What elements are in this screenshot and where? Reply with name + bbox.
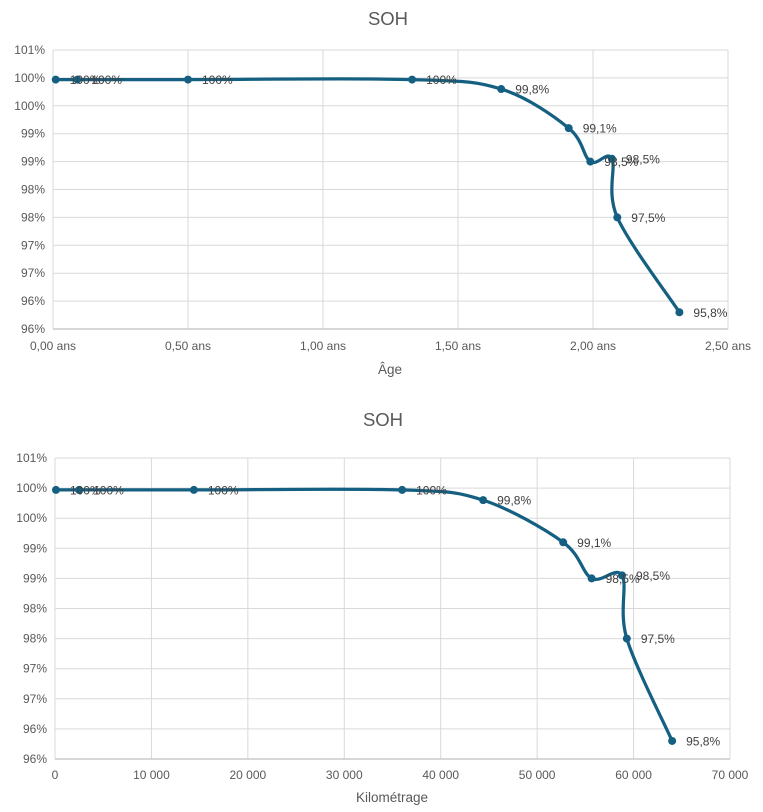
y-axis-tick-label: 97% [23,692,47,706]
data-point-marker[interactable] [675,308,684,317]
data-point-label: 100% [202,73,233,87]
data-point-marker[interactable] [607,154,616,163]
y-axis-tick-label: 99% [23,571,47,585]
data-point-marker[interactable] [564,124,573,133]
y-axis-tick-label: 99% [23,541,47,555]
y-axis-tick-label: 97% [21,266,45,280]
y-axis-tick-label: 96% [21,322,45,336]
x-axis-title: Âge [378,362,402,377]
data-point-marker[interactable] [668,736,677,745]
soh-km-chart: SOH 0 10 000 20 000 30 000 40 000 50 000 60 00… [0,398,763,812]
data-point-label: 98,5% [636,569,670,583]
y-axis-tick-label: 98% [23,632,47,646]
y-axis-tick-label: 98% [21,210,45,224]
data-point-marker[interactable] [587,574,596,583]
data-point-marker[interactable] [73,75,82,84]
data-point-marker[interactable] [189,485,198,494]
soh-age-plot-area: 0,00 ans 0,50 ans 1,00 ans 1,50 ans 2,00 ans… [14,43,751,353]
y-axis-tick-label: 99% [21,155,45,169]
chart-title: SOH [363,409,403,430]
data-point-marker[interactable] [559,538,568,547]
data-point-label: 100% [93,483,124,497]
data-point-marker[interactable] [184,75,192,84]
data-point-label: 100% [70,73,101,87]
chart-title: SOH [368,8,408,29]
data-point-marker[interactable] [398,485,407,494]
data-point-label: 100% [426,73,457,87]
y-axis-tick-label: 96% [21,294,45,308]
x-axis-tick-label: 1,00 ans [300,339,346,353]
x-axis-tick-label: 10 000 [133,768,170,782]
data-point-label: 99,1% [583,122,617,136]
y-axis-tick-label: 100% [16,511,47,525]
y-axis-tick-label: 98% [23,602,47,616]
y-axis-tick-label: 100% [14,99,45,113]
data-point-label: 100% [91,73,122,87]
x-axis-tick-label: 20 000 [230,768,267,782]
x-axis-tick-label: 50 000 [519,768,556,782]
data-point-marker[interactable] [75,485,84,494]
data-point-label: 98,5% [606,572,640,586]
x-axis-tick-label: 30 000 [326,768,363,782]
data-point-label: 97,5% [641,632,675,646]
data-point-marker[interactable] [497,85,506,94]
data-point-marker[interactable] [622,634,631,643]
x-axis-tick-label: 2,00 ans [570,339,616,353]
y-axis-tick-label: 97% [23,662,47,676]
data-point-marker[interactable] [613,213,622,222]
y-axis-tick-label: 100% [16,481,47,495]
x-axis-tick-label: 0,00 ans [30,339,76,353]
y-axis-tick-label: 99% [21,127,45,141]
x-axis-tick-label: 70 000 [712,768,749,782]
data-point-label: 99,8% [497,494,531,508]
soh-series-line[interactable] [54,487,674,743]
data-point-label: 99,8% [515,83,549,97]
x-axis-tick-label: 1,50 ans [435,339,481,353]
y-axis-tick-label: 101% [14,43,45,57]
soh-age-chart-canvas[interactable]: SOH 0,00 ans 0,50 ans 1,00 ans 1,50 ans 2,00… [0,0,763,398]
data-point-marker[interactable] [408,75,417,84]
data-point-label: 95,8% [693,306,727,320]
data-point-label: 100% [416,483,447,497]
y-axis-tick-label: 101% [16,451,47,465]
y-axis-tick-label: 100% [14,71,45,85]
data-point-marker[interactable] [618,571,626,580]
x-axis-tick-label: 2,50 ans [705,339,751,353]
data-point-marker[interactable] [586,157,595,166]
soh-km-plot-area: 0 10 000 20 000 30 000 40 000 50 000 60 000 70 … [16,451,748,782]
data-point-label: 97,5% [631,211,665,225]
y-axis-tick-label: 96% [23,722,47,736]
data-point-label: 99,1% [577,536,611,550]
data-point-label: 100% [208,483,239,497]
y-axis-tick-label: 98% [21,183,45,197]
soh-age-chart: SOH 0,00 ans 0,50 ans 1,00 ans 1,50 ans 2,00… [0,0,763,398]
data-point-label: 100% [70,483,101,497]
x-axis-tick-label: 0,50 ans [165,339,211,353]
data-point-label: 98,5% [604,155,638,169]
soh-series-line[interactable] [54,77,682,314]
data-point-label: 95,8% [686,734,720,748]
y-axis-tick-label: 96% [23,752,47,766]
x-axis-tick-label: 0 [52,768,59,782]
data-point-label: 98,5% [626,152,660,166]
data-point-marker[interactable] [51,485,60,494]
x-axis-tick-label: 40 000 [422,768,459,782]
y-axis-tick-label: 97% [21,238,45,252]
x-axis-title: Kilométrage [356,790,428,805]
soh-km-chart-canvas[interactable]: SOH 0 10 000 20 000 30 000 40 000 50 000 60 00… [0,398,763,812]
data-point-marker[interactable] [51,75,60,84]
x-axis-tick-label: 60 000 [615,768,652,782]
data-point-marker[interactable] [479,496,488,505]
